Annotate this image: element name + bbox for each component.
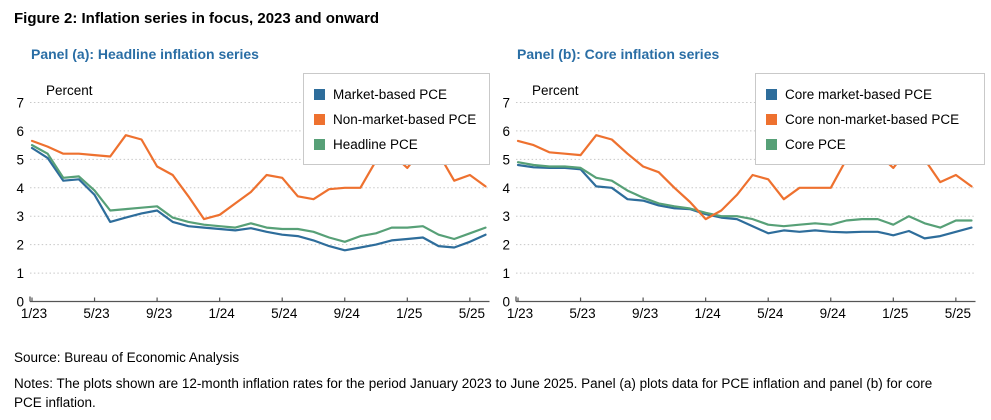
x-tick-label-1/24: 1/24 [209,306,236,321]
x-tick-label-1/25: 1/25 [396,306,422,321]
x-tick-label-5/23: 5/23 [569,306,595,321]
y-tick-label-4: 4 [502,181,510,196]
x-tick-label-1/25: 1/25 [882,306,908,321]
series-line-core-market-based-pce [516,163,973,240]
legend-item-non-market-based-pce: Non-market-based PCE [314,107,479,132]
figure-title: Figure 2: Inflation series in focus, 202… [14,10,380,27]
notes-text: Notes: The plots shown are 12-month infl… [14,376,933,410]
legend-item-core-non-market-based-pce: Core non-market-based PCE [766,107,974,132]
blue-series-swatch [314,89,325,100]
panel-a-title: Panel (a): Headline inflation series [31,46,259,62]
x-tick-label-9/23: 9/23 [632,306,658,321]
panel-a-headline-inflation: Panel (a): Headline inflation series Per… [8,46,491,342]
blue-series-swatch [766,89,777,100]
y-tick-label-2: 2 [502,238,510,253]
x-tick-label-5/24: 5/24 [757,306,784,321]
series-line-market-based-pce [30,146,487,252]
y-tick-label-3: 3 [502,209,510,224]
legend-item-core-market-based-pce: Core market-based PCE [766,82,974,107]
y-tick-label-7: 7 [16,96,24,111]
legend-item-market-based-pce: Market-based PCE [314,82,479,107]
legend-label: Core market-based PCE [785,87,933,102]
y-tick-label-6: 6 [16,124,24,139]
y-tick-label-5: 5 [502,152,510,167]
y-tick-label-4: 4 [16,181,24,196]
green-series-swatch [314,139,325,150]
x-tick-label-9/24: 9/24 [820,306,847,321]
y-axis-unit-label: Percent [532,83,579,98]
legend-label: Non-market-based PCE [333,112,477,127]
orange-series-swatch [766,114,777,125]
green-series-swatch [766,139,777,150]
x-tick-label-1/24: 1/24 [695,306,722,321]
panel-b-core-inflation: Panel (b): Core inflation series Percent… [494,46,985,342]
legend-item-headline-pce: Headline PCE [314,132,479,157]
panel-b-title: Panel (b): Core inflation series [517,46,720,62]
series-line-headline-pce [30,143,487,243]
legend-label: Headline PCE [333,137,418,152]
y-axis-unit-label: Percent [46,83,93,98]
source-text: Source: Bureau of Economic Analysis [14,350,240,365]
orange-series-swatch [314,114,325,125]
y-tick-label-1: 1 [502,266,510,281]
y-tick-label-5: 5 [16,152,24,167]
legend-item-core-pce: Core PCE [766,132,974,157]
y-tick-label-1: 1 [16,266,24,281]
panel-a-legend: Market-based PCE Non-market-based PCE Head… [303,73,490,165]
x-tick-label-1/23: 1/23 [507,306,533,321]
y-tick-label-7: 7 [502,96,510,111]
legend-label: Core PCE [785,137,846,152]
x-tick-label-9/24: 9/24 [334,306,361,321]
x-tick-label-5/25: 5/25 [945,306,971,321]
x-tick-label-5/25: 5/25 [459,306,485,321]
y-tick-label-2: 2 [16,238,24,253]
legend-label: Core non-market-based PCE [785,112,960,127]
x-tick-label-5/23: 5/23 [83,306,109,321]
y-tick-label-6: 6 [502,124,510,139]
series-line-core-pce [516,161,973,229]
x-tick-label-1/23: 1/23 [21,306,47,321]
x-tick-label-5/24: 5/24 [271,306,298,321]
x-tick-label-9/23: 9/23 [146,306,172,321]
panel-b-legend: Core market-based PCE Core non-market-bas… [755,73,985,165]
legend-label: Market-based PCE [333,87,448,102]
y-tick-label-0: 0 [502,295,510,310]
y-tick-label-3: 3 [16,209,24,224]
y-tick-label-0: 0 [16,295,24,310]
